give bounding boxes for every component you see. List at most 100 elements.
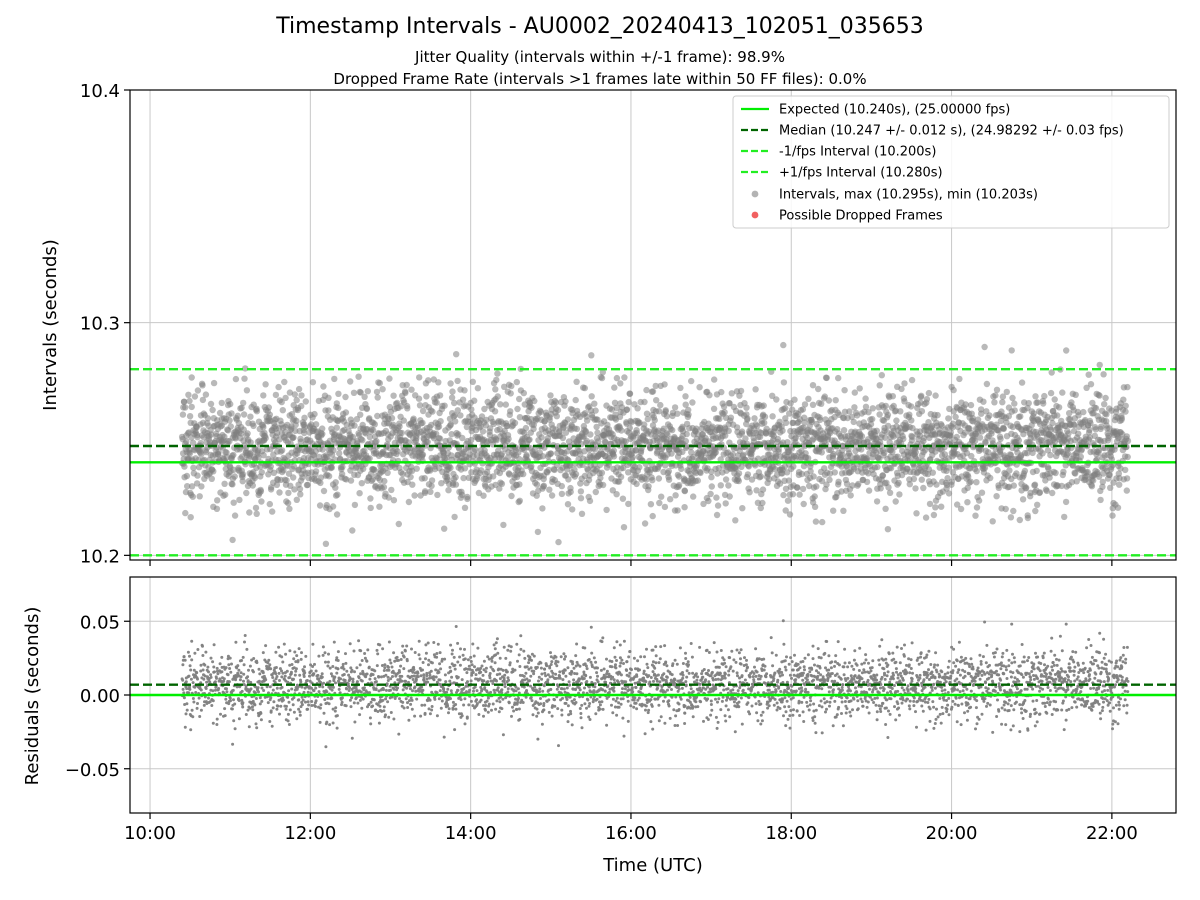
interval-point	[447, 380, 454, 387]
interval-point	[992, 392, 999, 399]
interval-point	[516, 481, 523, 488]
interval-point	[400, 417, 407, 424]
residual-point	[400, 651, 404, 655]
residual-point	[215, 723, 219, 726]
interval-point	[508, 382, 515, 390]
interval-point	[1097, 496, 1104, 504]
residual-point	[388, 658, 392, 662]
interval-point	[1072, 391, 1079, 398]
residual-point	[188, 654, 191, 658]
residual-point	[383, 666, 387, 670]
interval-point	[317, 474, 325, 481]
interval-point	[752, 386, 759, 393]
residual-point	[246, 679, 250, 683]
interval-point	[994, 467, 1001, 474]
interval-point	[1092, 404, 1100, 412]
residual-point	[322, 711, 326, 715]
residual-point	[298, 673, 302, 677]
residual-point	[424, 643, 428, 647]
residual-point	[407, 680, 410, 684]
interval-point	[573, 425, 581, 433]
residual-point	[418, 657, 422, 661]
residual-point	[202, 677, 206, 681]
residual-point	[331, 721, 335, 725]
interval-point	[239, 478, 246, 485]
interval-point	[592, 488, 599, 496]
interval-point	[468, 469, 475, 476]
interval-point	[413, 434, 420, 442]
interval-point	[920, 484, 927, 492]
residual-point	[211, 689, 215, 693]
interval-point	[186, 397, 193, 405]
residual-point	[211, 660, 215, 664]
interval-point	[441, 402, 448, 409]
residual-point	[353, 720, 357, 724]
residual-point	[377, 721, 381, 725]
interval-point	[247, 449, 255, 456]
interval-point	[913, 510, 920, 517]
interval-point	[882, 505, 889, 512]
residual-point	[386, 700, 390, 704]
interval-point	[851, 389, 858, 396]
interval-point	[780, 379, 788, 386]
interval-point	[711, 376, 718, 383]
interval-point	[761, 419, 768, 426]
interval-point	[869, 405, 876, 412]
residual-point	[389, 711, 393, 714]
residual-point	[243, 634, 247, 637]
residual-point	[184, 712, 188, 716]
residual-point	[261, 651, 265, 655]
interval-point	[353, 416, 361, 423]
interval-point	[918, 408, 926, 415]
residual-point	[227, 663, 231, 667]
interval-point	[626, 424, 633, 432]
interval-point	[463, 423, 471, 431]
residual-point	[416, 675, 420, 679]
residual-point	[189, 728, 193, 732]
interval-point	[726, 493, 733, 500]
residual-point	[401, 700, 405, 704]
interval-point	[856, 385, 863, 392]
interval-point	[325, 394, 332, 401]
residual-point	[289, 670, 293, 674]
residual-point	[284, 652, 288, 656]
interval-point	[435, 423, 443, 430]
interval-point	[826, 476, 833, 483]
interval-point	[846, 408, 853, 415]
interval-point	[713, 494, 720, 501]
residual-point	[374, 680, 378, 684]
interval-point	[528, 404, 535, 411]
interval-point	[469, 378, 476, 385]
interval-point	[780, 491, 787, 499]
interval-point	[522, 424, 530, 432]
interval-point	[335, 390, 342, 397]
residual-point	[339, 677, 343, 681]
residual-point	[305, 679, 309, 682]
residual-point	[219, 712, 222, 716]
interval-point	[761, 413, 769, 420]
interval-point	[526, 436, 533, 443]
interval-point	[416, 402, 424, 409]
residual-point	[362, 686, 366, 690]
interval-point	[404, 478, 411, 486]
residual-point	[424, 651, 428, 655]
interval-point	[722, 500, 729, 507]
interval-point	[262, 434, 269, 442]
residual-point	[298, 713, 302, 717]
interval-point	[587, 431, 594, 438]
residual-point	[264, 678, 268, 682]
interval-point	[516, 497, 523, 504]
interval-point	[898, 385, 905, 393]
interval-point	[629, 454, 636, 461]
interval-point	[973, 467, 980, 475]
interval-point	[912, 485, 919, 492]
residual-point	[387, 715, 391, 719]
interval-point	[409, 481, 416, 488]
interval-point	[1122, 402, 1129, 409]
interval-point	[708, 474, 715, 481]
interval-point	[441, 525, 448, 532]
residual-point	[327, 652, 330, 656]
interval-point	[840, 507, 847, 514]
interval-point	[196, 493, 203, 500]
interval-point	[413, 465, 420, 472]
